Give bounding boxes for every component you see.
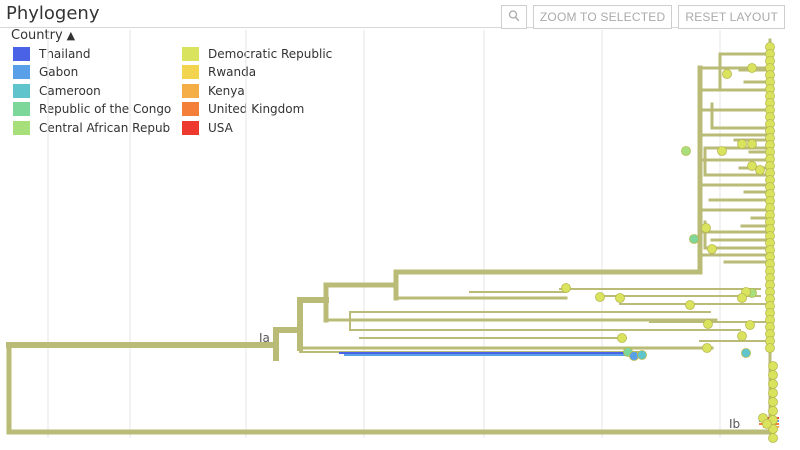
tip-node[interactable] [765,343,775,353]
zoom-to-selected-button[interactable]: ZOOM TO SELECTED [532,5,673,29]
tree-tips[interactable] [561,42,778,443]
legend-label: Gabon [39,65,79,79]
magnifier-icon[interactable] [500,5,527,29]
legend-label: Republic of the Congo [39,102,172,116]
legend-swatch [13,121,30,135]
legend-item[interactable]: Kenya [182,84,245,98]
tip-node[interactable] [703,319,713,329]
tip-node[interactable] [768,370,778,380]
clade-label-ia: Ia [259,331,270,345]
legend-item[interactable]: Republic of the Congo [13,102,171,116]
legend-swatch [13,84,30,98]
reset-layout-button[interactable]: RESET LAYOUT [678,5,785,29]
tip-node[interactable] [737,139,747,149]
legend-label: Central African Repub [39,121,171,135]
legend-item[interactable]: Rwanda [182,65,256,79]
legend-item[interactable]: Democratic Republic [182,47,332,61]
panel-title: Phylogeny [6,3,100,24]
tip-node[interactable] [561,283,571,293]
tip-node[interactable] [637,350,647,360]
tip-node[interactable] [762,419,772,429]
tip-node[interactable] [745,320,755,330]
legend-toggle[interactable]: Country ▲ [11,28,75,43]
tip-node[interactable] [707,244,717,254]
legend-label: Thailand [39,47,91,61]
clade-label-ib: Ib [729,417,740,431]
legend-swatch [182,47,199,61]
tip-node[interactable] [768,379,778,389]
tip-node[interactable] [717,146,727,156]
tip-node[interactable] [722,69,732,79]
tree-toolbar: ZOOM TO SELECTED RESET LAYOUT [500,5,785,29]
legend-label: USA [208,121,233,135]
legend-item[interactable]: Thailand [13,47,91,61]
tree-grid [47,30,721,438]
legend-item[interactable]: United Kingdom [182,102,304,116]
legend-item[interactable]: USA [182,121,233,135]
legend-label: Rwanda [208,65,257,79]
tip-node[interactable] [768,406,778,416]
tree-branches[interactable] [6,38,779,435]
tip-node[interactable] [768,397,778,407]
tip-node[interactable] [737,293,747,303]
tip-node[interactable] [595,292,605,302]
tip-node[interactable] [617,333,627,343]
tip-node[interactable] [615,293,625,303]
tip-node[interactable] [702,343,712,353]
legend-title: Country [11,28,63,43]
title-divider [0,27,785,28]
legend-label: United Kingdom [208,102,305,116]
tip-node[interactable] [737,331,747,341]
tip-node[interactable] [629,351,639,361]
legend-swatch [182,84,199,98]
tip-node[interactable] [741,348,751,358]
legend-swatch [182,102,199,116]
legend-swatch [13,65,30,79]
legend-label: Democratic Republic [208,47,333,61]
tip-node[interactable] [689,234,699,244]
tip-node[interactable] [768,433,778,443]
legend-swatch [13,102,30,116]
legend-item[interactable]: Cameroon [13,84,101,98]
legend-swatch [182,121,199,135]
legend-item[interactable]: Central African Repub [13,121,170,135]
tip-node[interactable] [747,63,757,73]
search-icon [508,10,520,22]
legend-swatch [13,47,30,61]
tip-node[interactable] [701,223,711,233]
legend-label: Cameroon [39,84,101,98]
legend-label: Kenya [208,84,245,98]
tip-node[interactable] [685,300,695,310]
tip-node[interactable] [681,146,691,156]
tip-node[interactable] [747,161,757,171]
chevron-up-icon: ▲ [66,29,76,42]
tip-node[interactable] [768,388,778,398]
legend-swatch [182,65,199,79]
tip-node[interactable] [747,139,757,149]
tip-node[interactable] [755,165,765,175]
tip-node[interactable] [768,361,778,371]
legend-item[interactable]: Gabon [13,65,78,79]
